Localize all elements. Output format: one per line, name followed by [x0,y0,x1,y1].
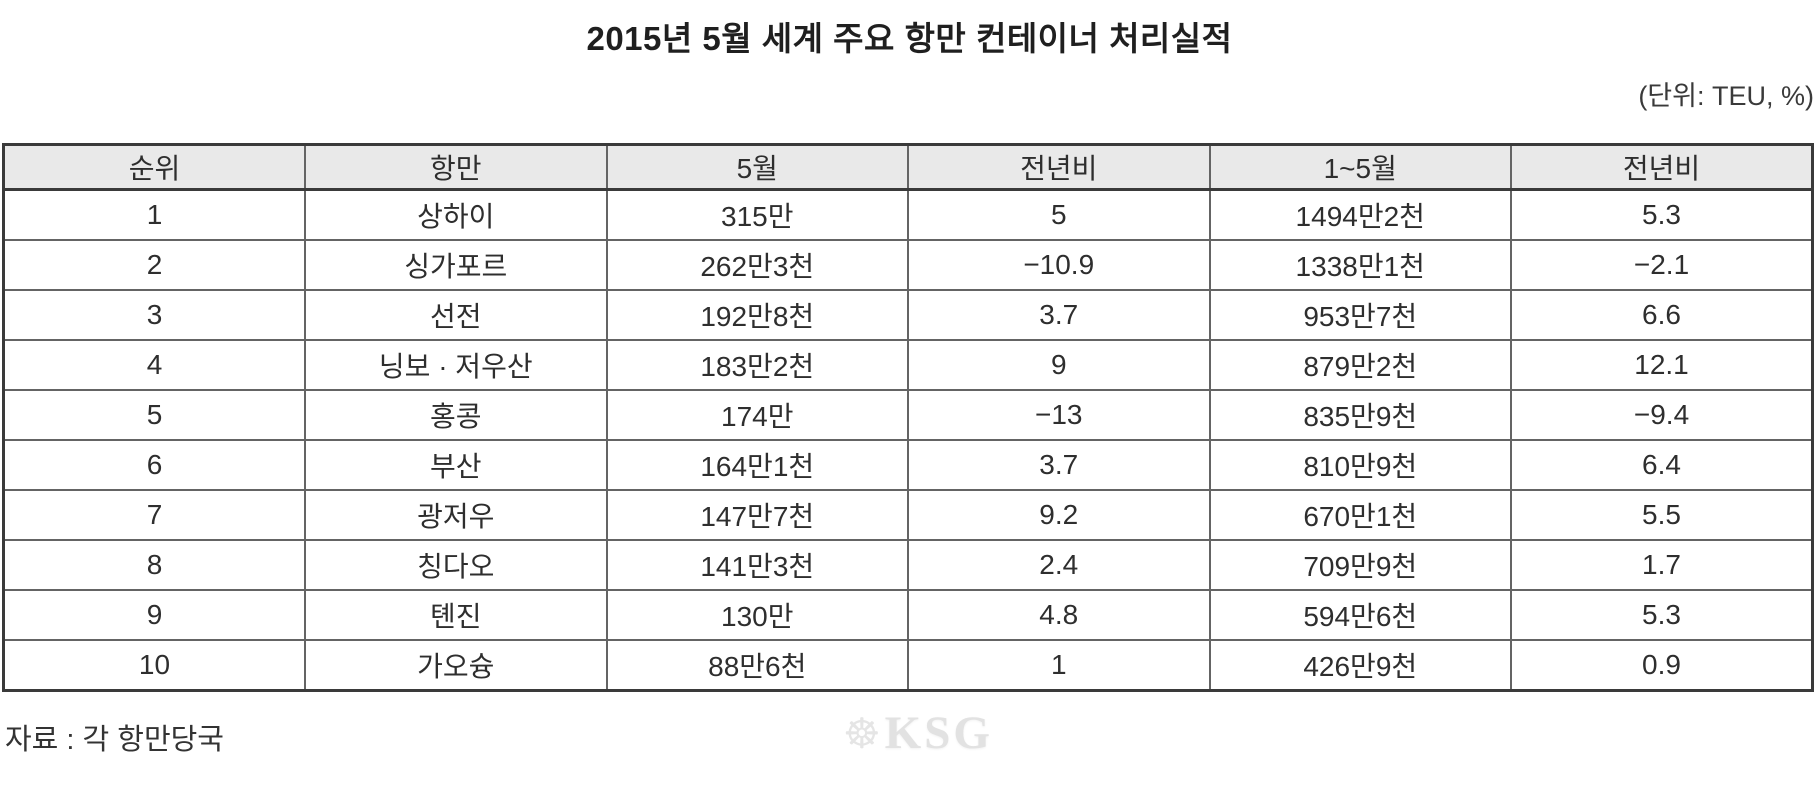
table-header: 순위 항만 5월 전년비 1~5월 전년비 [2,143,1814,191]
table-cell: 12.1 [1510,339,1814,391]
table-cell: 315만 [605,188,909,241]
table-cell: 싱가포르 [304,239,608,291]
table-cell: 709만9천 [1208,539,1512,591]
table-cell: 4 [2,339,306,391]
table-cell: 130만 [605,589,909,641]
table-cell: 835만9천 [1208,389,1512,441]
table-row: 7 광저우 147만7천 9.2 670만1천 5.5 [2,489,1814,541]
ports-table-container: 순위 항만 5월 전년비 1~5월 전년비 1 상하이 315만 5 1494만2천 5.3 2 싱가포… [2,143,1814,692]
column-header: 1~5월 [1208,143,1512,191]
table-cell: 홍콩 [304,389,608,441]
table-cell: 6.4 [1510,439,1814,491]
table-cell: 9 [907,339,1211,391]
table-cell: 광저우 [304,489,608,541]
table-cell: 3 [2,289,306,341]
table-cell: 88만6천 [605,639,909,692]
table-cell: 1 [907,639,1211,692]
table-cell: 닝보 · 저우산 [304,339,608,391]
table-cell: 0.9 [1510,639,1814,692]
column-header: 전년비 [907,143,1211,191]
table-cell: 953만7천 [1208,289,1512,341]
table-cell: 6 [2,439,306,491]
ship-wheel-icon: ☸ [843,709,881,757]
table-row: 6 부산 164만1천 3.7 810만9천 6.4 [2,439,1814,491]
table-cell: −9.4 [1510,389,1814,441]
table-cell: 1494만2천 [1208,188,1512,241]
table-cell: 선전 [304,289,608,341]
table-cell: −13 [907,389,1211,441]
source-note: 자료 : 각 항만당국 [5,724,224,756]
table-body: 1 상하이 315만 5 1494만2천 5.3 2 싱가포르 262만3천 −10.9 1338만… [2,188,1814,692]
table-cell: 141만3천 [605,539,909,591]
table-cell: 183만2천 [605,339,909,391]
column-header: 항만 [304,143,608,191]
table-cell: 7 [2,489,306,541]
table-cell: 부산 [304,439,608,491]
table-row: 9 톈진 130만 4.8 594만6천 5.3 [2,589,1814,641]
table-cell: 164만1천 [605,439,909,491]
table-cell: 톈진 [304,589,608,641]
table-cell: 1 [2,188,306,241]
table-row: 2 싱가포르 262만3천 −10.9 1338만1천 −2.1 [2,239,1814,291]
column-header: 5월 [605,143,909,191]
table-row: 3 선전 192만8천 3.7 953만7천 6.6 [2,289,1814,341]
table-cell: 262만3천 [605,239,909,291]
table-cell: 3.7 [907,439,1211,491]
table-cell: 174만 [605,389,909,441]
table-cell: 810만9천 [1208,439,1512,491]
table-cell: 가오슝 [304,639,608,692]
column-header: 전년비 [1510,143,1814,191]
table-cell: 8 [2,539,306,591]
table-row: 8 칭다오 141만3천 2.4 709만9천 1.7 [2,539,1814,591]
table-cell: 147만7천 [605,489,909,541]
table-cell: 5 [2,389,306,441]
table-cell: 2.4 [907,539,1211,591]
table-cell: 5.3 [1510,589,1814,641]
table-cell: 670만1천 [1208,489,1512,541]
table-row: 10 가오슝 88만6천 1 426만9천 0.9 [2,639,1814,692]
table-cell: −10.9 [907,239,1211,291]
table-cell: 5 [907,188,1211,241]
table-cell: 6.6 [1510,289,1814,341]
table-cell: 상하이 [304,188,608,241]
table-cell: 1.7 [1510,539,1814,591]
ksg-logo: ☸ KSG [843,710,993,757]
table-row: 5 홍콩 174만 −13 835만9천 −9.4 [2,389,1814,441]
table-cell: 칭다오 [304,539,608,591]
page-title: 2015년 5월 세계 주요 항만 컨테이너 처리실적 [586,20,1233,57]
table-cell: 192만8천 [605,289,909,341]
header-row: 순위 항만 5월 전년비 1~5월 전년비 [2,143,1814,191]
ports-table: 순위 항만 5월 전년비 1~5월 전년비 1 상하이 315만 5 1494만2천 5.3 2 싱가포… [2,143,1814,692]
table-cell: 2 [2,239,306,291]
unit-note: (단위: TEU, %) [1638,81,1814,111]
table-cell: 10 [2,639,306,692]
logo-text: KSG [884,707,993,759]
table-cell: 9 [2,589,306,641]
table-cell: 9.2 [907,489,1211,541]
column-header: 순위 [2,143,306,191]
table-cell: 4.8 [907,589,1211,641]
table-cell: 5.3 [1510,188,1814,241]
table-cell: 5.5 [1510,489,1814,541]
table-row: 1 상하이 315만 5 1494만2천 5.3 [2,188,1814,241]
table-cell: 3.7 [907,289,1211,341]
table-cell: 879만2천 [1208,339,1512,391]
table-cell: 1338만1천 [1208,239,1512,291]
table-row: 4 닝보 · 저우산 183만2천 9 879만2천 12.1 [2,339,1814,391]
table-cell: 426만9천 [1208,639,1512,692]
table-cell: −2.1 [1510,239,1814,291]
table-cell: 594만6천 [1208,589,1512,641]
